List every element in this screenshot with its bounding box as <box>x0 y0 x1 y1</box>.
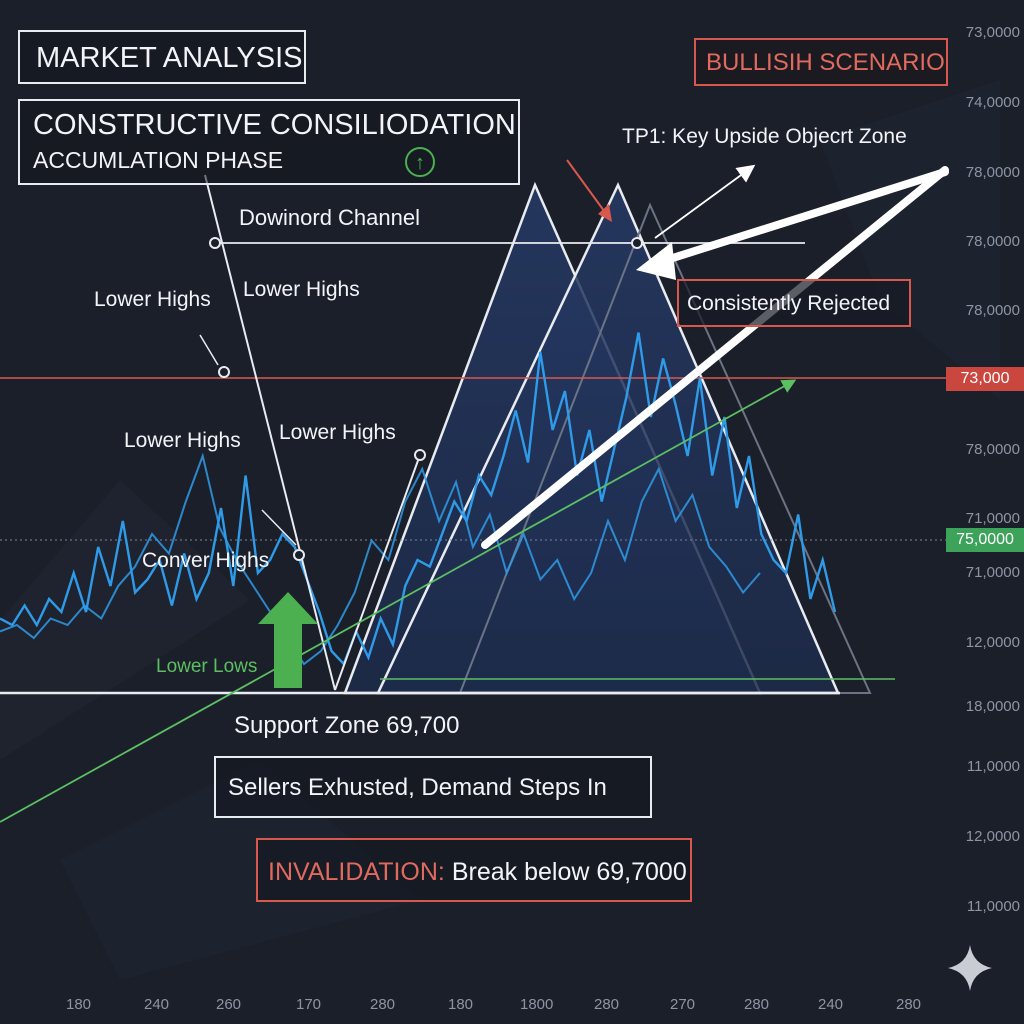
price-series-line <box>0 452 761 666</box>
x-tick-label: 240 <box>818 996 844 1013</box>
red-arrow-head <box>598 204 612 222</box>
sellers-box: Sellers Exhusted, Demand Steps In <box>214 756 652 818</box>
pointer-conver-highs <box>261 509 297 546</box>
lower-highs-label: Lower Highs <box>279 421 396 444</box>
invalidation-value: Break below 69,7000 <box>451 858 687 886</box>
tp1-label: TP1: Key Upside Objecrt Zone <box>622 125 907 148</box>
y-tick-label: 11,0000 <box>966 758 1020 775</box>
x-tick-label: 180 <box>448 996 474 1013</box>
title-box: MARKET ANALYSIS <box>18 30 306 84</box>
background-texture <box>0 80 1000 980</box>
y-tick-label: 18,0000 <box>965 698 1020 715</box>
green-up-arrow <box>258 592 318 688</box>
pointer-lower-highs <box>199 334 219 366</box>
scenario-box: BULLISIH SCENARIO <box>694 38 948 86</box>
page-title: MARKET ANALYSIS <box>36 42 303 74</box>
conver-highs-label: Conver Highs <box>142 549 270 572</box>
y-tick-label: 12,0000 <box>965 828 1020 845</box>
x-tick-label: 180 <box>66 996 92 1013</box>
x-tick-label: 280 <box>594 996 620 1013</box>
y-tick-label: 11,0000 <box>966 898 1020 915</box>
downward-channel-label: Dowinord Channel <box>239 205 420 230</box>
lower-highs-label: Lower Highs <box>243 278 360 301</box>
current-price-tag: 75,0000 <box>946 528 1024 552</box>
channel-line-2 <box>334 454 421 691</box>
trend-line <box>0 379 797 823</box>
lower-lows-label: Lower Lows <box>156 656 258 677</box>
support-zone-label: Support Zone 69,700 <box>234 712 460 739</box>
tp-arrow-left <box>656 168 949 266</box>
tp1-pointer <box>654 164 756 239</box>
triangle-patterns <box>343 181 872 695</box>
up-arrow-icon: ↑ <box>405 147 435 177</box>
resistance-price-tag: 73,000 <box>946 367 1024 391</box>
sellers-label: Sellers Exhusted, Demand Steps In <box>228 774 607 801</box>
x-tick-label: 270 <box>670 996 696 1013</box>
invalidation-text: INVALIDATION: Break below 69,7000 <box>268 858 687 887</box>
x-tick-label: 170 <box>296 996 322 1013</box>
y-tick-label: 73,0000 <box>965 24 1020 41</box>
lower-highs-label: Lower Highs <box>94 288 211 311</box>
y-tick-label: 12,0000 <box>965 634 1020 651</box>
x-tick-label: 240 <box>144 996 170 1013</box>
rejected-label: Consistently Rejected <box>687 292 891 315</box>
y-tick-label: 78,0000 <box>965 302 1020 319</box>
rejected-box: Consistently Rejected <box>677 279 911 327</box>
y-tick-label: 78,0000 <box>965 441 1020 458</box>
red-down-arrow <box>566 159 608 216</box>
setup-box: CONSTRUCTIVE CONSILIODATION ACCUMLATION … <box>18 99 520 185</box>
swing-markers <box>209 237 643 561</box>
sparkle-icon <box>948 945 992 991</box>
setup-line-2: ACCUMLATION PHASE <box>33 147 284 173</box>
lower-highs-label: Lower Highs <box>124 429 241 452</box>
price-series-line <box>0 332 837 667</box>
x-tick-label: 260 <box>216 996 242 1013</box>
x-tick-label: 280 <box>896 996 922 1013</box>
tp-arrow-head <box>636 242 676 280</box>
y-tick-label: 71,0000 <box>965 510 1020 527</box>
price-series <box>0 332 837 667</box>
x-tick-label: 280 <box>744 996 770 1013</box>
x-tick-label: 280 <box>370 996 396 1013</box>
scenario-label: BULLISIH SCENARIO <box>706 49 945 76</box>
x-tick-label: 1800 <box>520 996 554 1013</box>
tp-arrow-up <box>481 166 949 549</box>
y-tick-label: 78,0000 <box>965 164 1020 181</box>
setup-line-1: CONSTRUCTIVE CONSILIODATION <box>33 109 516 141</box>
y-tick-label: 71,0000 <box>965 564 1020 581</box>
y-tick-label: 78,0000 <box>965 233 1020 250</box>
invalidation-label: INVALIDATION: <box>268 858 445 886</box>
channel-line <box>204 174 336 691</box>
invalidation-box: INVALIDATION: Break below 69,7000 <box>256 838 692 902</box>
y-tick-label: 74,0000 <box>965 94 1020 111</box>
